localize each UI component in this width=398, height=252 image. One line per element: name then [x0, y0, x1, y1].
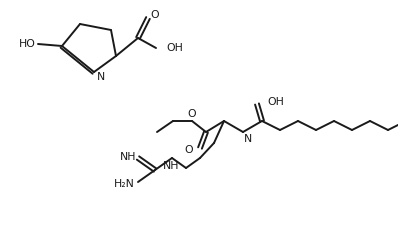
Text: NH: NH: [163, 161, 179, 171]
Text: O: O: [184, 145, 193, 155]
Text: N: N: [244, 134, 252, 144]
Text: NH: NH: [119, 152, 136, 162]
Text: N: N: [97, 72, 105, 82]
Text: HO: HO: [19, 39, 36, 49]
Text: O: O: [188, 109, 196, 119]
Text: H₂N: H₂N: [114, 179, 135, 189]
Text: O: O: [150, 10, 159, 20]
Text: OH: OH: [267, 97, 284, 107]
Text: OH: OH: [166, 43, 183, 53]
